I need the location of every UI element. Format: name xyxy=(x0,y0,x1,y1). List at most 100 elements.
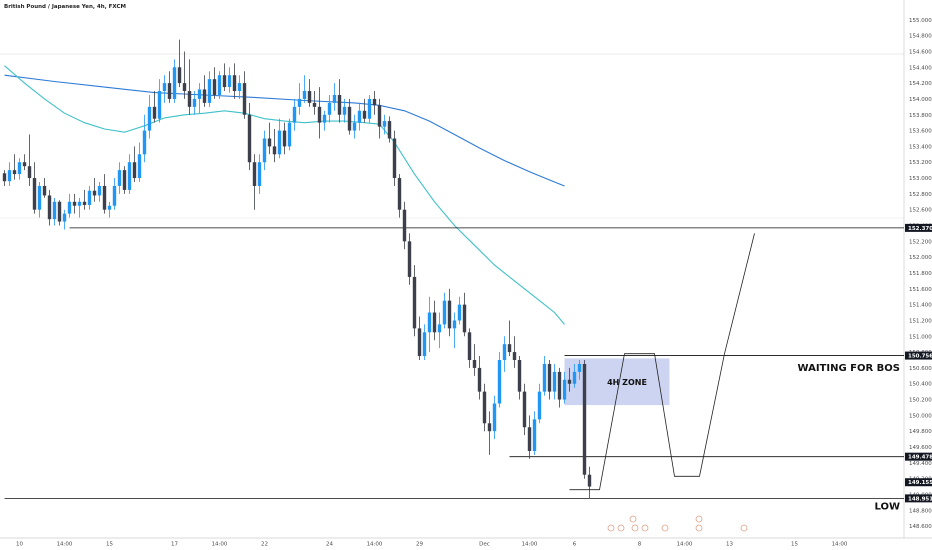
candle-body xyxy=(407,241,412,277)
candle xyxy=(77,197,82,218)
event-marker-icon[interactable] xyxy=(629,515,637,523)
price-tag-label: 149.478 xyxy=(908,455,932,461)
candle-body xyxy=(457,304,462,321)
candle-body xyxy=(167,83,172,99)
price-tags-layer: 152.370 150.756 149.478 149.155 148.951 xyxy=(905,223,932,503)
candle-body xyxy=(217,75,222,95)
candle xyxy=(382,114,387,135)
candle xyxy=(562,371,567,404)
candle-body xyxy=(472,360,477,368)
candle xyxy=(412,265,417,337)
event-marker-icon[interactable] xyxy=(631,524,639,532)
price-tag-label: 149.155 xyxy=(908,480,932,486)
price-tick-label: 149.600 xyxy=(909,445,932,451)
candle-body xyxy=(157,91,162,119)
time-tick-label: 22 xyxy=(261,542,268,548)
event-marker-icon[interactable] xyxy=(695,524,703,532)
event-marker-icon[interactable] xyxy=(607,524,615,532)
event-marker-icon[interactable] xyxy=(740,524,748,532)
candles-layer xyxy=(2,39,592,499)
candle-body xyxy=(487,423,492,432)
price-tick-label: 154.200 xyxy=(909,81,932,87)
price-tick-label: 149.800 xyxy=(909,429,932,435)
candle xyxy=(567,367,572,392)
candle-body xyxy=(312,102,317,107)
candle-body xyxy=(382,121,387,127)
price-tick-label: 148.800 xyxy=(909,508,932,514)
candle-body xyxy=(82,201,87,205)
candle-body xyxy=(297,98,302,107)
candle-body xyxy=(322,114,327,123)
candle xyxy=(407,233,412,285)
candle-body xyxy=(302,91,307,99)
candle-body xyxy=(172,67,177,99)
candle xyxy=(47,189,52,226)
candle xyxy=(362,98,367,123)
event-markers[interactable] xyxy=(607,515,748,532)
time-tick-label: 10 xyxy=(16,542,23,548)
candle-body xyxy=(347,106,352,131)
candle-body xyxy=(72,201,77,206)
event-marker-icon[interactable] xyxy=(661,524,669,532)
price-tag-box xyxy=(905,494,932,503)
candle-body xyxy=(427,312,432,333)
candle xyxy=(572,363,577,388)
candle xyxy=(372,91,377,115)
candle xyxy=(207,71,212,107)
time-tick-label: 14:00 xyxy=(677,542,693,548)
candle xyxy=(357,102,362,131)
candle-body xyxy=(437,324,442,333)
candle-body xyxy=(197,89,202,99)
candle-body xyxy=(132,162,137,179)
candle-body xyxy=(117,170,122,186)
candle-body xyxy=(547,363,552,392)
price-tick-label: 152.000 xyxy=(909,255,932,261)
candle-body xyxy=(582,363,587,475)
candle-body xyxy=(482,391,487,424)
price-tick-label: 154.800 xyxy=(909,34,932,40)
candle xyxy=(532,411,537,455)
annotation-label: WAITING FOR BOS xyxy=(798,363,900,374)
candle xyxy=(127,154,132,194)
event-marker-icon[interactable] xyxy=(641,524,649,532)
price-tick-label: 153.000 xyxy=(909,176,932,182)
time-axis[interactable]: 10 14:00 15 17 14:00 22 24 14:00 29 Dec 14:00 6 8 14:… xyxy=(16,542,848,548)
candle xyxy=(97,182,102,202)
candle xyxy=(582,360,587,479)
candle-body xyxy=(307,91,312,103)
event-marker-icon[interactable] xyxy=(695,515,703,523)
candle-body xyxy=(557,371,562,400)
candle-body xyxy=(147,106,152,131)
candle-body xyxy=(412,276,417,329)
event-marker-icon[interactable] xyxy=(617,524,625,532)
candle-body xyxy=(517,360,522,392)
price-tick-label: 153.600 xyxy=(909,129,932,135)
candle-body xyxy=(532,419,537,451)
candle xyxy=(62,209,67,230)
candle xyxy=(332,83,337,111)
price-tag-label: 148.951 xyxy=(908,496,932,502)
candle-body xyxy=(232,75,237,92)
candle xyxy=(487,411,492,455)
candle-body xyxy=(462,304,467,333)
candle-body xyxy=(542,363,547,392)
candle xyxy=(237,75,242,99)
candle xyxy=(37,182,42,218)
candle xyxy=(157,79,162,123)
candle xyxy=(7,162,12,186)
candle-body xyxy=(537,391,542,420)
candle xyxy=(42,178,47,198)
candle-body xyxy=(587,474,592,487)
chart-title: British Pound / Japanese Yen, 4h, FXCM xyxy=(4,4,126,10)
candle xyxy=(272,128,277,163)
candle-body xyxy=(17,162,22,175)
candle xyxy=(177,39,182,88)
candle xyxy=(322,110,327,131)
candle xyxy=(587,466,592,499)
candle xyxy=(182,51,187,99)
candle xyxy=(67,193,72,218)
candle xyxy=(547,360,552,400)
candle-body xyxy=(67,201,72,214)
candle xyxy=(342,98,347,123)
